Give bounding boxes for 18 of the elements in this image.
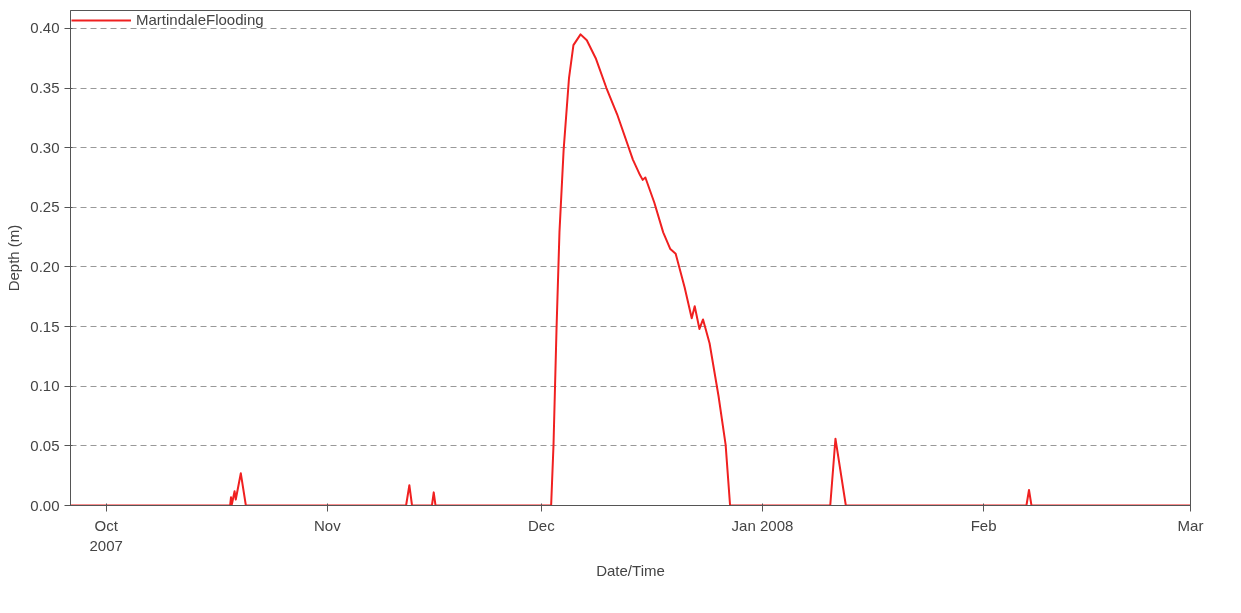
y-tick-label: 0.35 — [30, 79, 60, 97]
y-tick-label: 0.30 — [30, 138, 60, 156]
y-axis-title: Depth (m) — [5, 224, 23, 292]
y-tick-label: 0.15 — [30, 317, 60, 335]
x-tick-label: Dec — [527, 516, 556, 534]
y-tick-label: 0.00 — [30, 496, 60, 514]
y-tick-label: 0.05 — [30, 436, 60, 454]
x-tick-label: Mar — [1177, 516, 1204, 534]
y-tick-label: 0.25 — [30, 198, 60, 216]
legend-label: MartindaleFlooding — [136, 11, 264, 28]
y-tick-label: 0.40 — [30, 19, 60, 37]
y-tick-label: 0.20 — [30, 257, 60, 275]
x-tick-label: Nov — [313, 516, 342, 534]
y-tick-label: 0.10 — [30, 377, 60, 395]
x-tick-label: Oct 2007 — [89, 516, 123, 554]
x-axis-title: Date/Time — [596, 561, 665, 579]
x-tick-label: Feb — [970, 516, 997, 534]
x-tick-label: Jan 2008 — [731, 516, 794, 534]
